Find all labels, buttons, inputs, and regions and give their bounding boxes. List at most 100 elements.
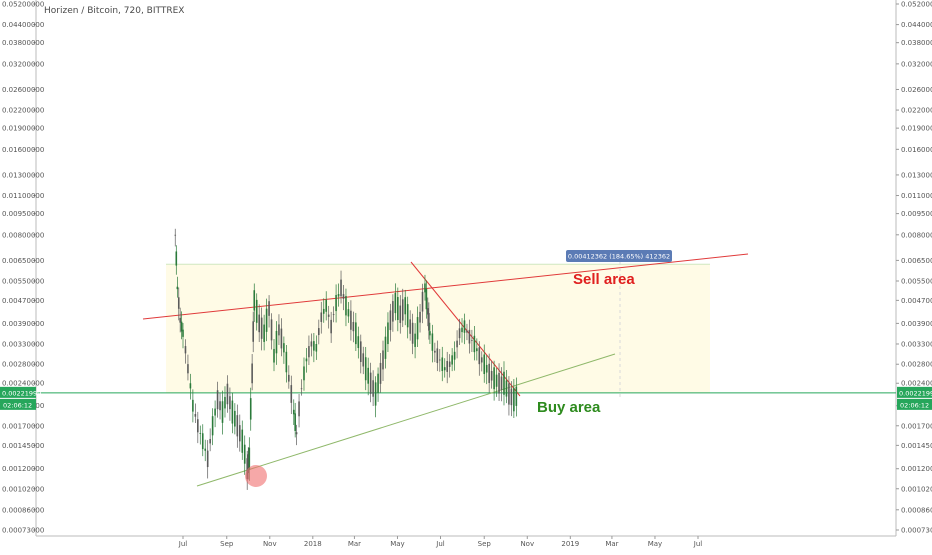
candle-body	[298, 401, 300, 417]
candle-body	[409, 319, 411, 334]
candle-body	[303, 366, 305, 381]
candle-body	[224, 396, 226, 409]
candle-body	[461, 327, 463, 333]
candle-body	[201, 433, 204, 450]
candle-body	[406, 304, 409, 328]
x-tick-label: Jul	[435, 540, 445, 548]
candle-body	[372, 380, 374, 397]
y-tick-label-right: 0.00470000	[901, 297, 932, 305]
y-tick-label-left: 0.00240000	[2, 380, 44, 388]
candle-body	[382, 350, 384, 370]
candle-body	[419, 311, 421, 323]
candle-body	[229, 396, 231, 410]
candle-body	[221, 401, 224, 423]
y-tick-label-left: 0.02200000	[2, 107, 44, 115]
candle-body	[384, 336, 387, 359]
x-tick-label: 2019	[561, 540, 579, 548]
candle-body	[300, 388, 303, 390]
candle-body	[335, 294, 337, 312]
candle-body	[243, 444, 246, 464]
candle-body	[187, 364, 189, 374]
x-tick-label: May	[390, 540, 404, 548]
candle-body	[192, 399, 194, 412]
candle-body	[294, 413, 296, 431]
candle-body	[369, 372, 372, 394]
candle-body	[209, 438, 211, 444]
candle-body	[428, 313, 430, 331]
x-tick-label: Mar	[605, 540, 618, 548]
candle-body	[265, 308, 268, 332]
x-tick-label: Mar	[348, 540, 361, 548]
y-tick-label-right: 0.00240000	[901, 380, 932, 388]
candle-body	[340, 279, 342, 297]
candle-body	[320, 312, 323, 322]
candle-body	[392, 301, 394, 322]
candle-body	[258, 314, 260, 333]
candle-body	[438, 359, 441, 361]
candle-body	[216, 390, 219, 410]
candle-body	[362, 353, 365, 367]
candle-body	[483, 354, 486, 375]
candle-body	[322, 308, 325, 314]
candle-body	[180, 321, 183, 332]
candle-body	[236, 415, 239, 437]
y-tick-label-left: 0.00073000	[2, 527, 44, 535]
candle-body	[342, 294, 345, 299]
y-tick-label-right: 0.00330000	[901, 340, 932, 348]
candle-body	[476, 348, 478, 352]
candle-body	[387, 322, 389, 345]
candle-body	[429, 331, 431, 336]
candle-body	[318, 328, 320, 336]
candle-body	[471, 340, 473, 341]
candle-body	[248, 447, 251, 471]
y-tick-label-right: 0.02600000	[901, 86, 932, 94]
candle-body	[290, 385, 293, 403]
candle-body	[206, 450, 209, 468]
candle-body	[255, 299, 258, 323]
candle-body	[305, 358, 308, 362]
y-tick-label-left: 0.05200000	[2, 1, 44, 9]
candle-body	[275, 330, 278, 354]
x-tick-label: Sep	[220, 540, 234, 548]
y-tick-label-left: 0.01900000	[2, 125, 44, 133]
candle-body	[273, 348, 275, 363]
y-tick-label-right: 0.00170000	[901, 422, 932, 430]
y-tick-label-left: 0.01600000	[2, 146, 44, 154]
candle-body	[401, 299, 404, 321]
candle-body	[176, 286, 179, 290]
candle-body	[500, 376, 503, 390]
support-trendline	[196, 353, 616, 487]
candle-body	[490, 371, 493, 381]
candle-body	[367, 367, 369, 384]
candle-body	[280, 328, 283, 349]
candle-body	[270, 319, 273, 341]
candle-body	[260, 317, 263, 339]
right-price-tag	[897, 386, 932, 398]
right-countdown-text: 02:06:12	[900, 401, 929, 409]
candle-body	[204, 448, 207, 451]
candle-body	[498, 372, 500, 394]
y-tick-label-right: 0.00145000	[901, 442, 932, 450]
candle-body	[480, 357, 483, 363]
candle-body	[427, 308, 429, 315]
candle-body	[399, 305, 402, 323]
y-tick-label-right: 0.00086000	[901, 506, 932, 514]
candle-body	[374, 382, 377, 406]
candle-body	[310, 341, 313, 347]
x-tick-label: Nov	[263, 540, 277, 548]
x-tick-label: 2018	[304, 540, 322, 548]
y-tick-label-right: 0.01300000	[901, 171, 932, 179]
y-tick-label-left: 0.02600000	[2, 86, 44, 94]
left-price-tag	[0, 386, 36, 398]
candle-body	[515, 386, 518, 406]
y-tick-label-right: 0.00650000	[901, 257, 932, 265]
candle-body	[283, 343, 285, 353]
candle-body	[355, 322, 357, 345]
candle-body	[263, 324, 265, 342]
candle-body	[446, 361, 449, 372]
candle-body	[219, 401, 221, 411]
candle-body	[458, 328, 461, 339]
candle-body	[288, 374, 290, 382]
